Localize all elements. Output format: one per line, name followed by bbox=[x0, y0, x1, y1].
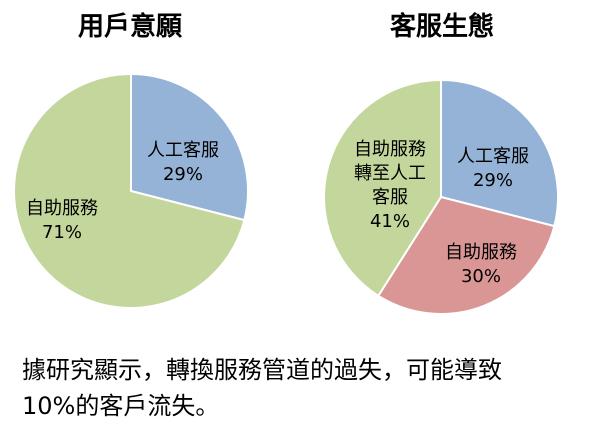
pie-slice-1-1 bbox=[376, 195, 556, 315]
caption: 據研究顯示，轉換服務管道的過失，可能導致 10%的客戶流失。 bbox=[22, 352, 582, 424]
slice-label-0-1: 自助服務 71% bbox=[26, 198, 98, 243]
caption-line-2: 10%的客戶流失。 bbox=[22, 392, 220, 420]
pie-slice-1-2 bbox=[323, 78, 442, 298]
chart-title-user-preference: 用戶意願 bbox=[77, 12, 182, 42]
pie-chart-service-ecosystem: 人工客服 29% 自助服務 30% 自助服務轉至人工客服 41% bbox=[323, 78, 559, 315]
pie-slice-0-1 bbox=[13, 72, 246, 309]
pie-slice-1-0 bbox=[440, 78, 559, 228]
pie-chart-user-preference: 人工客服 29% 自助服務 71% bbox=[13, 72, 249, 309]
caption-line-1: 據研究顯示，轉換服務管道的過失，可能導致 bbox=[22, 356, 502, 384]
slice-label-0-0: 人工客服 29% bbox=[147, 140, 219, 185]
slice-label-1-2: 自助服務轉至人工客服 41% bbox=[354, 139, 426, 232]
pie-charts: 人工客服 29% 自助服務 71% 人工客服 29% 自助服務 30% 自助服務轉至人工客服 4… bbox=[13, 72, 559, 315]
chart-title-service-ecosystem: 客服生態 bbox=[389, 12, 494, 42]
pie-slice-0-0 bbox=[130, 72, 249, 222]
slice-label-1-1: 自助服務 30% bbox=[445, 242, 517, 287]
slice-label-1-0: 人工客服 29% bbox=[457, 146, 529, 191]
